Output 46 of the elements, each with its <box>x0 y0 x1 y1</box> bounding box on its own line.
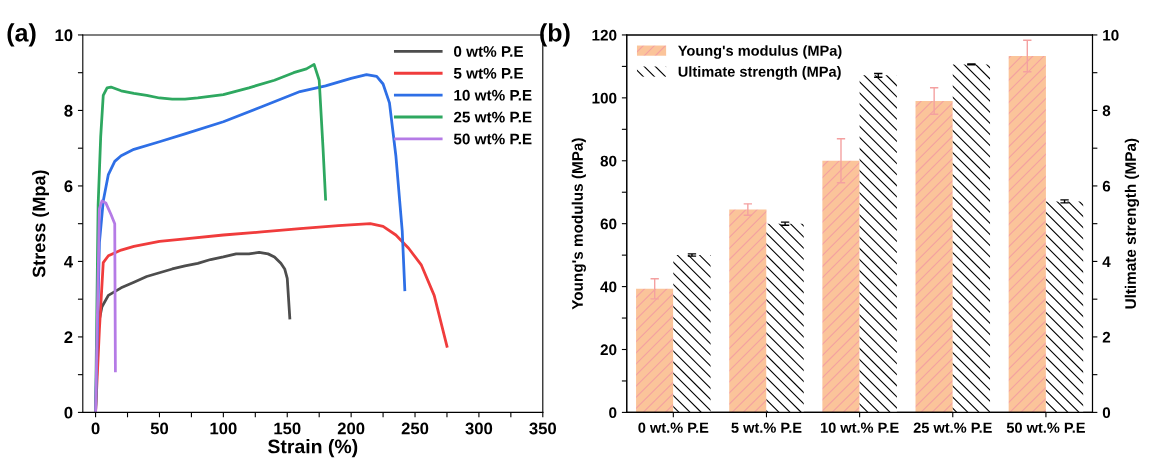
legend-label: Ultimate strength (MPa) <box>678 66 841 80</box>
y-tick-label: 0 <box>609 407 617 419</box>
y-tick-label: 0 <box>64 406 73 419</box>
y-tick-label: 2 <box>64 331 73 343</box>
y-tick-label: 8 <box>64 104 73 117</box>
y-tick-label: 4 <box>64 256 73 268</box>
y-tick-label: 20 <box>600 344 617 356</box>
y-tick-label: 80 <box>600 155 617 167</box>
legend-label: 25 wt% P.E <box>453 111 532 123</box>
y2-tick-label: 10 <box>1103 29 1119 41</box>
legend-label: 50 wt% P.E <box>453 133 532 145</box>
legend-label: 5 wt% P.E <box>453 67 524 79</box>
legend-label: 0 wt% P.E <box>454 46 524 57</box>
legend-label: 10 wt% P.E <box>454 89 532 101</box>
x-tick-label: 50 <box>150 422 169 435</box>
x-tick-label: 10 wt.% P.E <box>820 422 899 433</box>
legend-label: Young's modulus (MPa) <box>678 45 842 59</box>
x-tick-label: 250 <box>401 422 429 435</box>
x-axis-title: Strain (%) <box>267 439 358 458</box>
x-tick-label: 0 <box>91 422 100 435</box>
x-tick-label: 350 <box>529 422 557 435</box>
y2-tick-label: 6 <box>1102 180 1111 192</box>
x-tick-label: 5 wt.% P.E <box>731 422 802 433</box>
x-tick-label: 150 <box>274 422 301 435</box>
y2-tick-label: 8 <box>1102 105 1111 117</box>
x-tick-label: 300 <box>465 422 493 435</box>
x-tick-label: 0 wt.% P.E <box>638 422 709 433</box>
y2-axis-title: Ultimate strength (MPa) <box>1124 138 1140 309</box>
y-tick-label: 6 <box>64 180 73 193</box>
annotation: (b) <box>540 23 570 47</box>
y-tick-label: 10 <box>55 29 73 42</box>
y-tick-label: 40 <box>600 281 617 293</box>
y2-tick-label: 4 <box>1102 256 1111 267</box>
y-tick-label: 60 <box>600 218 617 230</box>
y-axis-title: Stress (Mpa) <box>32 170 49 278</box>
y-axis-title: Young's modulus (MPa) <box>571 138 586 310</box>
y2-tick-label: 2 <box>1102 331 1111 343</box>
x-tick-label: 25 wt.% P.E <box>913 422 992 433</box>
y-tick-label: 120 <box>592 29 617 41</box>
x-tick-label: 50 wt.% P.E <box>1006 422 1085 433</box>
x-tick-label: 100 <box>210 422 237 435</box>
y-tick-label: 100 <box>592 92 617 104</box>
x-tick-label: 200 <box>337 422 365 435</box>
line-series <box>94 199 117 413</box>
text: (a) <box>7 23 36 47</box>
y2-tick-label: 0 <box>1102 407 1111 419</box>
